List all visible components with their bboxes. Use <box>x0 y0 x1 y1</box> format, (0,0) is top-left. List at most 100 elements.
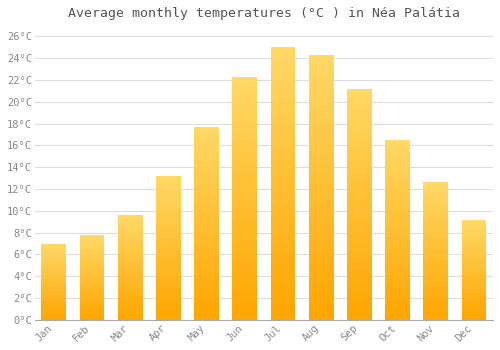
Bar <box>232 220 257 223</box>
Bar <box>462 285 486 286</box>
Bar <box>462 281 486 282</box>
Bar <box>118 268 142 270</box>
Bar <box>309 57 334 60</box>
Bar <box>194 225 219 227</box>
Bar <box>270 235 295 238</box>
Bar <box>232 308 257 310</box>
Bar <box>270 200 295 203</box>
Bar <box>309 275 334 278</box>
Bar <box>462 283 486 284</box>
Bar <box>309 158 334 161</box>
Bar <box>194 214 219 216</box>
Bar <box>118 258 142 259</box>
Bar <box>309 65 334 68</box>
Bar <box>347 223 372 225</box>
Bar <box>385 156 410 158</box>
Bar <box>347 246 372 248</box>
Bar <box>385 318 410 320</box>
Bar <box>118 262 142 263</box>
Bar <box>42 311 66 312</box>
Bar <box>232 196 257 198</box>
Bar <box>232 317 257 320</box>
Bar <box>42 306 66 307</box>
Bar <box>270 102 295 104</box>
Bar <box>385 277 410 279</box>
Bar <box>347 158 372 160</box>
Bar <box>80 250 104 251</box>
Bar <box>118 305 142 306</box>
Bar <box>270 290 295 293</box>
Bar <box>385 264 410 266</box>
Bar <box>80 256 104 257</box>
Bar <box>309 222 334 224</box>
Bar <box>232 189 257 191</box>
Bar <box>80 300 104 301</box>
Bar <box>270 145 295 148</box>
Bar <box>270 66 295 69</box>
Bar <box>424 251 448 253</box>
Bar <box>118 251 142 252</box>
Bar <box>309 264 334 267</box>
Bar <box>118 274 142 275</box>
Bar <box>118 300 142 301</box>
Bar <box>232 120 257 123</box>
Bar <box>232 77 257 79</box>
Bar <box>42 286 66 287</box>
Bar <box>424 200 448 202</box>
Bar <box>156 206 181 208</box>
Bar <box>270 265 295 268</box>
Bar <box>118 272 142 273</box>
Bar <box>232 252 257 254</box>
Bar <box>42 247 66 248</box>
Bar <box>232 274 257 276</box>
Bar <box>385 206 410 208</box>
Bar <box>80 260 104 261</box>
Bar <box>80 252 104 253</box>
Bar <box>118 307 142 308</box>
Bar <box>462 305 486 306</box>
Bar <box>232 205 257 208</box>
Bar <box>42 317 66 318</box>
Bar <box>42 252 66 253</box>
Bar <box>232 198 257 201</box>
Bar <box>462 313 486 314</box>
Bar <box>270 252 295 254</box>
Bar <box>347 253 372 255</box>
Bar <box>156 298 181 300</box>
Bar <box>42 264 66 265</box>
Bar <box>42 290 66 291</box>
Bar <box>232 242 257 245</box>
Bar <box>347 232 372 234</box>
Bar <box>118 239 142 240</box>
Bar <box>194 256 219 258</box>
Bar <box>194 250 219 252</box>
Bar <box>462 236 486 237</box>
Bar <box>118 263 142 264</box>
Bar <box>118 235 142 236</box>
Bar <box>80 307 104 308</box>
Bar <box>347 137 372 140</box>
Bar <box>194 167 219 169</box>
Bar <box>424 280 448 281</box>
Bar <box>270 142 295 145</box>
Bar <box>80 318 104 319</box>
Bar <box>309 190 334 192</box>
Bar <box>42 265 66 266</box>
Bar <box>156 202 181 203</box>
Bar <box>462 261 486 262</box>
Bar <box>156 203 181 205</box>
Bar <box>232 181 257 184</box>
Bar <box>194 318 219 320</box>
Bar <box>347 311 372 313</box>
Bar <box>347 278 372 281</box>
Bar <box>270 93 295 96</box>
Bar <box>309 267 334 270</box>
Bar <box>118 266 142 267</box>
Bar <box>385 266 410 268</box>
Bar <box>309 206 334 209</box>
Bar <box>118 293 142 294</box>
Bar <box>270 244 295 246</box>
Bar <box>80 319 104 320</box>
Bar <box>156 225 181 226</box>
Bar <box>270 96 295 99</box>
